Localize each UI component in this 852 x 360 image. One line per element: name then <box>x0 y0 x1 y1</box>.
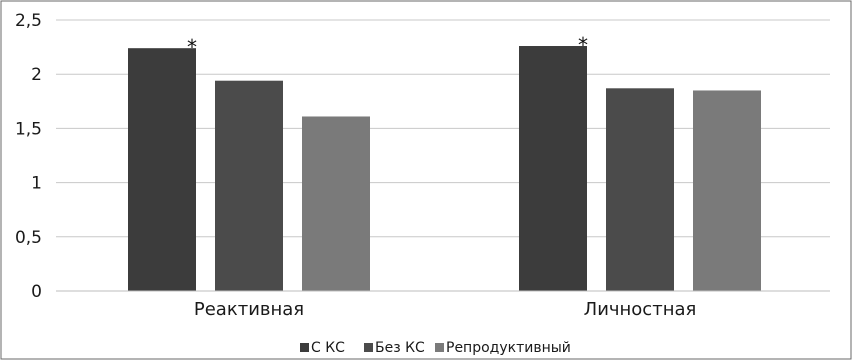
significance-asterisk: * <box>578 33 588 57</box>
y-tick-label: 2,5 <box>15 11 42 31</box>
y-tick-label: 1 <box>31 174 42 194</box>
bar-3-2 <box>693 90 761 292</box>
annotations: * * <box>187 33 588 59</box>
x-category-label: Реактивная <box>194 299 304 320</box>
significance-asterisk: * <box>187 35 197 59</box>
bar-1-1 <box>128 48 196 292</box>
y-tick-label: 1,5 <box>15 119 42 139</box>
bar-2-1 <box>215 80 283 291</box>
legend: С КС Без КС Репродуктивный <box>300 340 571 356</box>
bar-2-2 <box>606 88 674 292</box>
y-axis-tick-labels: 0 0,5 1 1,5 2 2,5 <box>15 11 42 302</box>
y-tick-label: 0,5 <box>15 228 42 248</box>
legend-label: Репродуктивный <box>446 340 571 356</box>
x-axis-category-labels: Реактивная Личностная <box>194 299 696 320</box>
bar-3-1 <box>302 116 370 291</box>
legend-swatch <box>435 343 444 352</box>
legend-label: Без КС <box>375 340 425 356</box>
legend-swatch <box>364 343 373 352</box>
y-tick-label: 0 <box>31 282 42 302</box>
bars <box>56 46 830 292</box>
y-tick-label: 2 <box>31 65 42 85</box>
legend-label: С КС <box>311 340 345 356</box>
legend-swatch <box>300 343 309 352</box>
bar-1-2 <box>519 46 587 292</box>
x-category-label: Личностная <box>584 299 697 320</box>
